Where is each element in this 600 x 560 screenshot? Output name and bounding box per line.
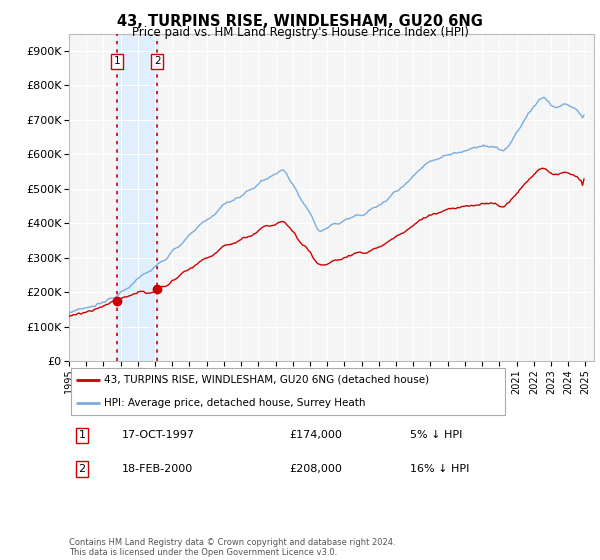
Text: 16% ↓ HPI: 16% ↓ HPI — [410, 464, 470, 474]
Bar — [117, 34, 157, 361]
HPI: Average price, detached house, Surrey Heath: (2.01e+03, 5.06e+05): Average price, detached house, Surrey He… — [290, 184, 298, 190]
HPI: Average price, detached house, Surrey Heath: (2e+03, 4.53e+05): Average price, detached house, Surrey He… — [219, 202, 226, 208]
Text: 5% ↓ HPI: 5% ↓ HPI — [410, 431, 463, 440]
Text: 17-OCT-1997: 17-OCT-1997 — [121, 431, 194, 440]
Line: 43, TURPINS RISE, WINDLESHAM, GU20 6NG (detached house): 43, TURPINS RISE, WINDLESHAM, GU20 6NG (… — [69, 168, 584, 317]
Text: 43, TURPINS RISE, WINDLESHAM, GU20 6NG: 43, TURPINS RISE, WINDLESHAM, GU20 6NG — [117, 14, 483, 29]
FancyBboxPatch shape — [71, 368, 505, 414]
HPI: Average price, detached house, Surrey Heath: (2.02e+03, 7.65e+05): Average price, detached house, Surrey He… — [540, 94, 547, 101]
HPI: Average price, detached house, Surrey Heath: (2.01e+03, 4.95e+05): Average price, detached house, Surrey He… — [245, 187, 252, 194]
Text: £208,000: £208,000 — [290, 464, 343, 474]
Text: 2: 2 — [154, 56, 161, 66]
43, TURPINS RISE, WINDLESHAM, GU20 6NG (detached house) — [580, 176, 587, 183]
43, TURPINS RISE, WINDLESHAM, GU20 6NG (detached house) — [245, 233, 252, 240]
HPI: Average price, detached house, Surrey Heath: (2e+03, 1.37e+05): Average price, detached house, Surrey He… — [65, 311, 73, 318]
43, TURPINS RISE, WINDLESHAM, GU20 6NG (detached house) — [539, 165, 546, 171]
Text: 1: 1 — [114, 56, 121, 66]
HPI: Average price, detached house, Surrey Heath: (2.02e+03, 7.14e+05): Average price, detached house, Surrey He… — [580, 112, 587, 119]
Text: HPI: Average price, detached house, Surrey Heath: HPI: Average price, detached house, Surr… — [104, 398, 365, 408]
Text: Contains HM Land Registry data © Crown copyright and database right 2024.
This d: Contains HM Land Registry data © Crown c… — [69, 538, 395, 557]
Text: 2: 2 — [79, 464, 86, 474]
43, TURPINS RISE, WINDLESHAM, GU20 6NG (detached house) — [236, 237, 243, 244]
43, TURPINS RISE, WINDLESHAM, GU20 6NG (detached house) — [553, 171, 560, 178]
Line: HPI: Average price, detached house, Surrey Heath: HPI: Average price, detached house, Surr… — [69, 97, 584, 314]
HPI: Average price, detached house, Surrey Heath: (2e+03, 4.75e+05): Average price, detached house, Surrey He… — [236, 194, 243, 201]
Text: 43, TURPINS RISE, WINDLESHAM, GU20 6NG (detached house): 43, TURPINS RISE, WINDLESHAM, GU20 6NG (… — [104, 375, 429, 385]
Text: 18-FEB-2000: 18-FEB-2000 — [121, 464, 193, 474]
Text: £174,000: £174,000 — [290, 431, 343, 440]
Text: 1: 1 — [79, 431, 86, 440]
43, TURPINS RISE, WINDLESHAM, GU20 6NG (detached house) — [290, 229, 298, 236]
43, TURPINS RISE, WINDLESHAM, GU20 6NG (detached house) — [219, 243, 226, 250]
43, TURPINS RISE, WINDLESHAM, GU20 6NG (detached house) — [65, 314, 73, 320]
HPI: Average price, detached house, Surrey Heath: (2e+03, 2.23e+05): Average price, detached house, Surrey He… — [128, 281, 136, 288]
HPI: Average price, detached house, Surrey Heath: (2.02e+03, 7.35e+05): Average price, detached house, Surrey He… — [553, 104, 560, 111]
Text: Price paid vs. HM Land Registry's House Price Index (HPI): Price paid vs. HM Land Registry's House … — [131, 26, 469, 39]
43, TURPINS RISE, WINDLESHAM, GU20 6NG (detached house) — [128, 291, 136, 298]
